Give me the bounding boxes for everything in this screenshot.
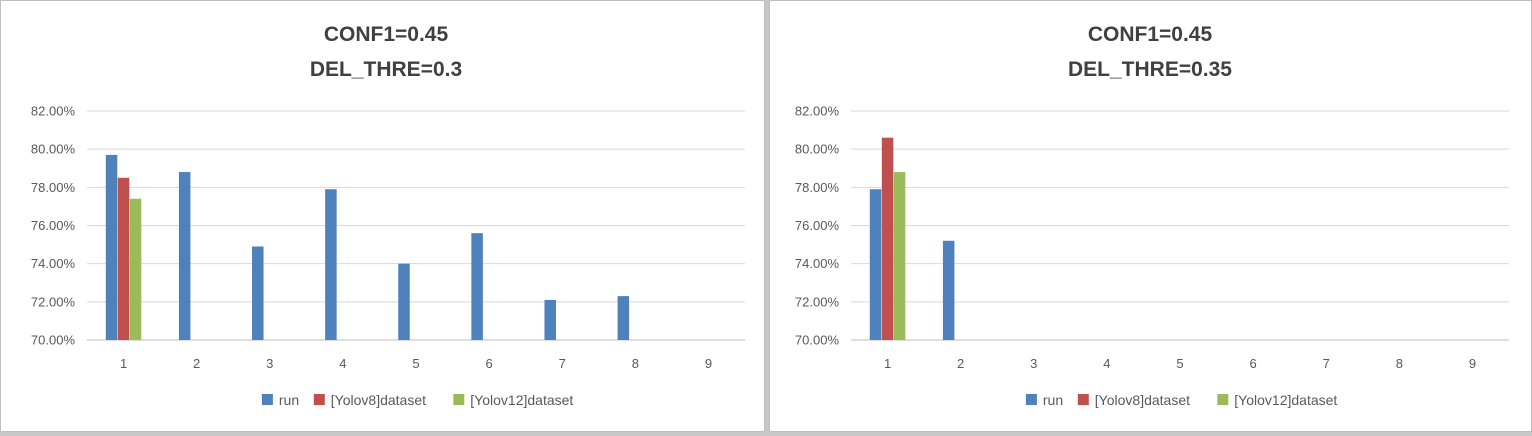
x-tick-label: 8: [1396, 356, 1403, 371]
y-tick-label: 70.00%: [795, 333, 840, 348]
x-tick-label: 1: [884, 356, 891, 371]
x-tick-label: 2: [957, 356, 964, 371]
bar-run-cat-6[interactable]: [471, 233, 483, 340]
bar--yolov12-dataset-cat-1[interactable]: [129, 198, 142, 340]
bar-run-cat-3[interactable]: [252, 246, 264, 340]
x-tick-label: 4: [339, 356, 346, 371]
legend-label[interactable]: [Yolov12]dataset: [470, 392, 573, 408]
y-tick-label: 72.00%: [795, 294, 840, 309]
bar-run-cat-8[interactable]: [617, 296, 630, 340]
bar-run-cat-2[interactable]: [942, 240, 955, 340]
y-tick-label: 80.00%: [795, 142, 840, 157]
x-tick-label: 5: [1176, 356, 1183, 371]
x-tick-label: 3: [1030, 356, 1037, 371]
legend-label[interactable]: run: [1043, 392, 1063, 408]
legend-swatch--yolov12-dataset[interactable]: [453, 394, 465, 405]
y-tick-label: 76.00%: [31, 218, 76, 233]
chart-title-line: DEL_THRE=0.35: [1068, 58, 1232, 81]
legend-label[interactable]: [Yolov8]dataset: [331, 392, 426, 408]
x-tick-label: 4: [1103, 356, 1110, 371]
x-tick-label: 1: [120, 356, 127, 371]
x-tick-label: 6: [1249, 356, 1256, 371]
bar-run-cat-5[interactable]: [398, 263, 410, 340]
x-tick-label: 2: [193, 356, 200, 371]
chart-title-line: DEL_THRE=0.3: [310, 58, 462, 81]
legend-swatch-run[interactable]: [1025, 394, 1037, 405]
x-tick-label: 6: [485, 356, 492, 371]
y-tick-label: 70.00%: [31, 333, 76, 348]
y-tick-label: 74.00%: [31, 256, 76, 271]
x-tick-label: 8: [632, 356, 639, 371]
legend-swatch--yolov12-dataset[interactable]: [1217, 394, 1229, 405]
bar--yolov8-dataset-cat-1[interactable]: [881, 137, 894, 340]
bar--yolov8-dataset-cat-1[interactable]: [117, 177, 130, 340]
legend-label[interactable]: run: [279, 392, 299, 408]
chart-left-svg: CONF1=0.45 DEL_THRE=0.3 70.00% 72.00% 74.00%…: [31, 23, 745, 408]
y-tick-label: 78.00%: [31, 180, 76, 195]
x-tick-label: 5: [412, 356, 419, 371]
bar-run-cat-2[interactable]: [178, 172, 191, 340]
bar-run-cat-1[interactable]: [869, 189, 882, 340]
y-tick-label: 74.00%: [795, 256, 840, 271]
x-tick-label: 9: [1469, 356, 1476, 371]
bar--yolov12-dataset-cat-1[interactable]: [893, 172, 906, 340]
y-tick-label: 78.00%: [795, 180, 840, 195]
legend-swatch--yolov8-dataset[interactable]: [1077, 394, 1089, 405]
chart-panel-right[interactable]: CONF1=0.45 DEL_THRE=0.35 70.00% 72.00% 74.00…: [769, 0, 1532, 432]
x-tick-label: 7: [1323, 356, 1330, 371]
bar-run-cat-7[interactable]: [544, 299, 556, 340]
chart-panel-left[interactable]: CONF1=0.45 DEL_THRE=0.3 70.00% 72.00% 74.00%…: [0, 0, 765, 432]
y-tick-label: 82.00%: [795, 104, 840, 119]
y-tick-label: 80.00%: [31, 142, 76, 157]
chart-title-line: CONF1=0.45: [1088, 23, 1213, 46]
bar-run-cat-4[interactable]: [325, 189, 337, 340]
chart-right-svg: CONF1=0.45 DEL_THRE=0.35 70.00% 72.00% 74.00…: [795, 23, 1509, 408]
y-tick-label: 76.00%: [795, 218, 840, 233]
x-tick-label: 7: [559, 356, 566, 371]
x-tick-label: 3: [266, 356, 273, 371]
legend-label[interactable]: [Yolov12]dataset: [1234, 392, 1337, 408]
legend-swatch--yolov8-dataset[interactable]: [313, 394, 325, 405]
bottom-edge: [0, 432, 1532, 436]
chart-title-line: CONF1=0.45: [324, 23, 449, 46]
legend-swatch-run[interactable]: [261, 394, 273, 405]
panel-divider: [765, 0, 769, 436]
bar-run-cat-1[interactable]: [105, 154, 118, 340]
y-tick-label: 72.00%: [31, 294, 76, 309]
y-tick-label: 82.00%: [31, 104, 76, 119]
x-tick-label: 9: [705, 356, 712, 371]
legend-label[interactable]: [Yolov8]dataset: [1095, 392, 1190, 408]
